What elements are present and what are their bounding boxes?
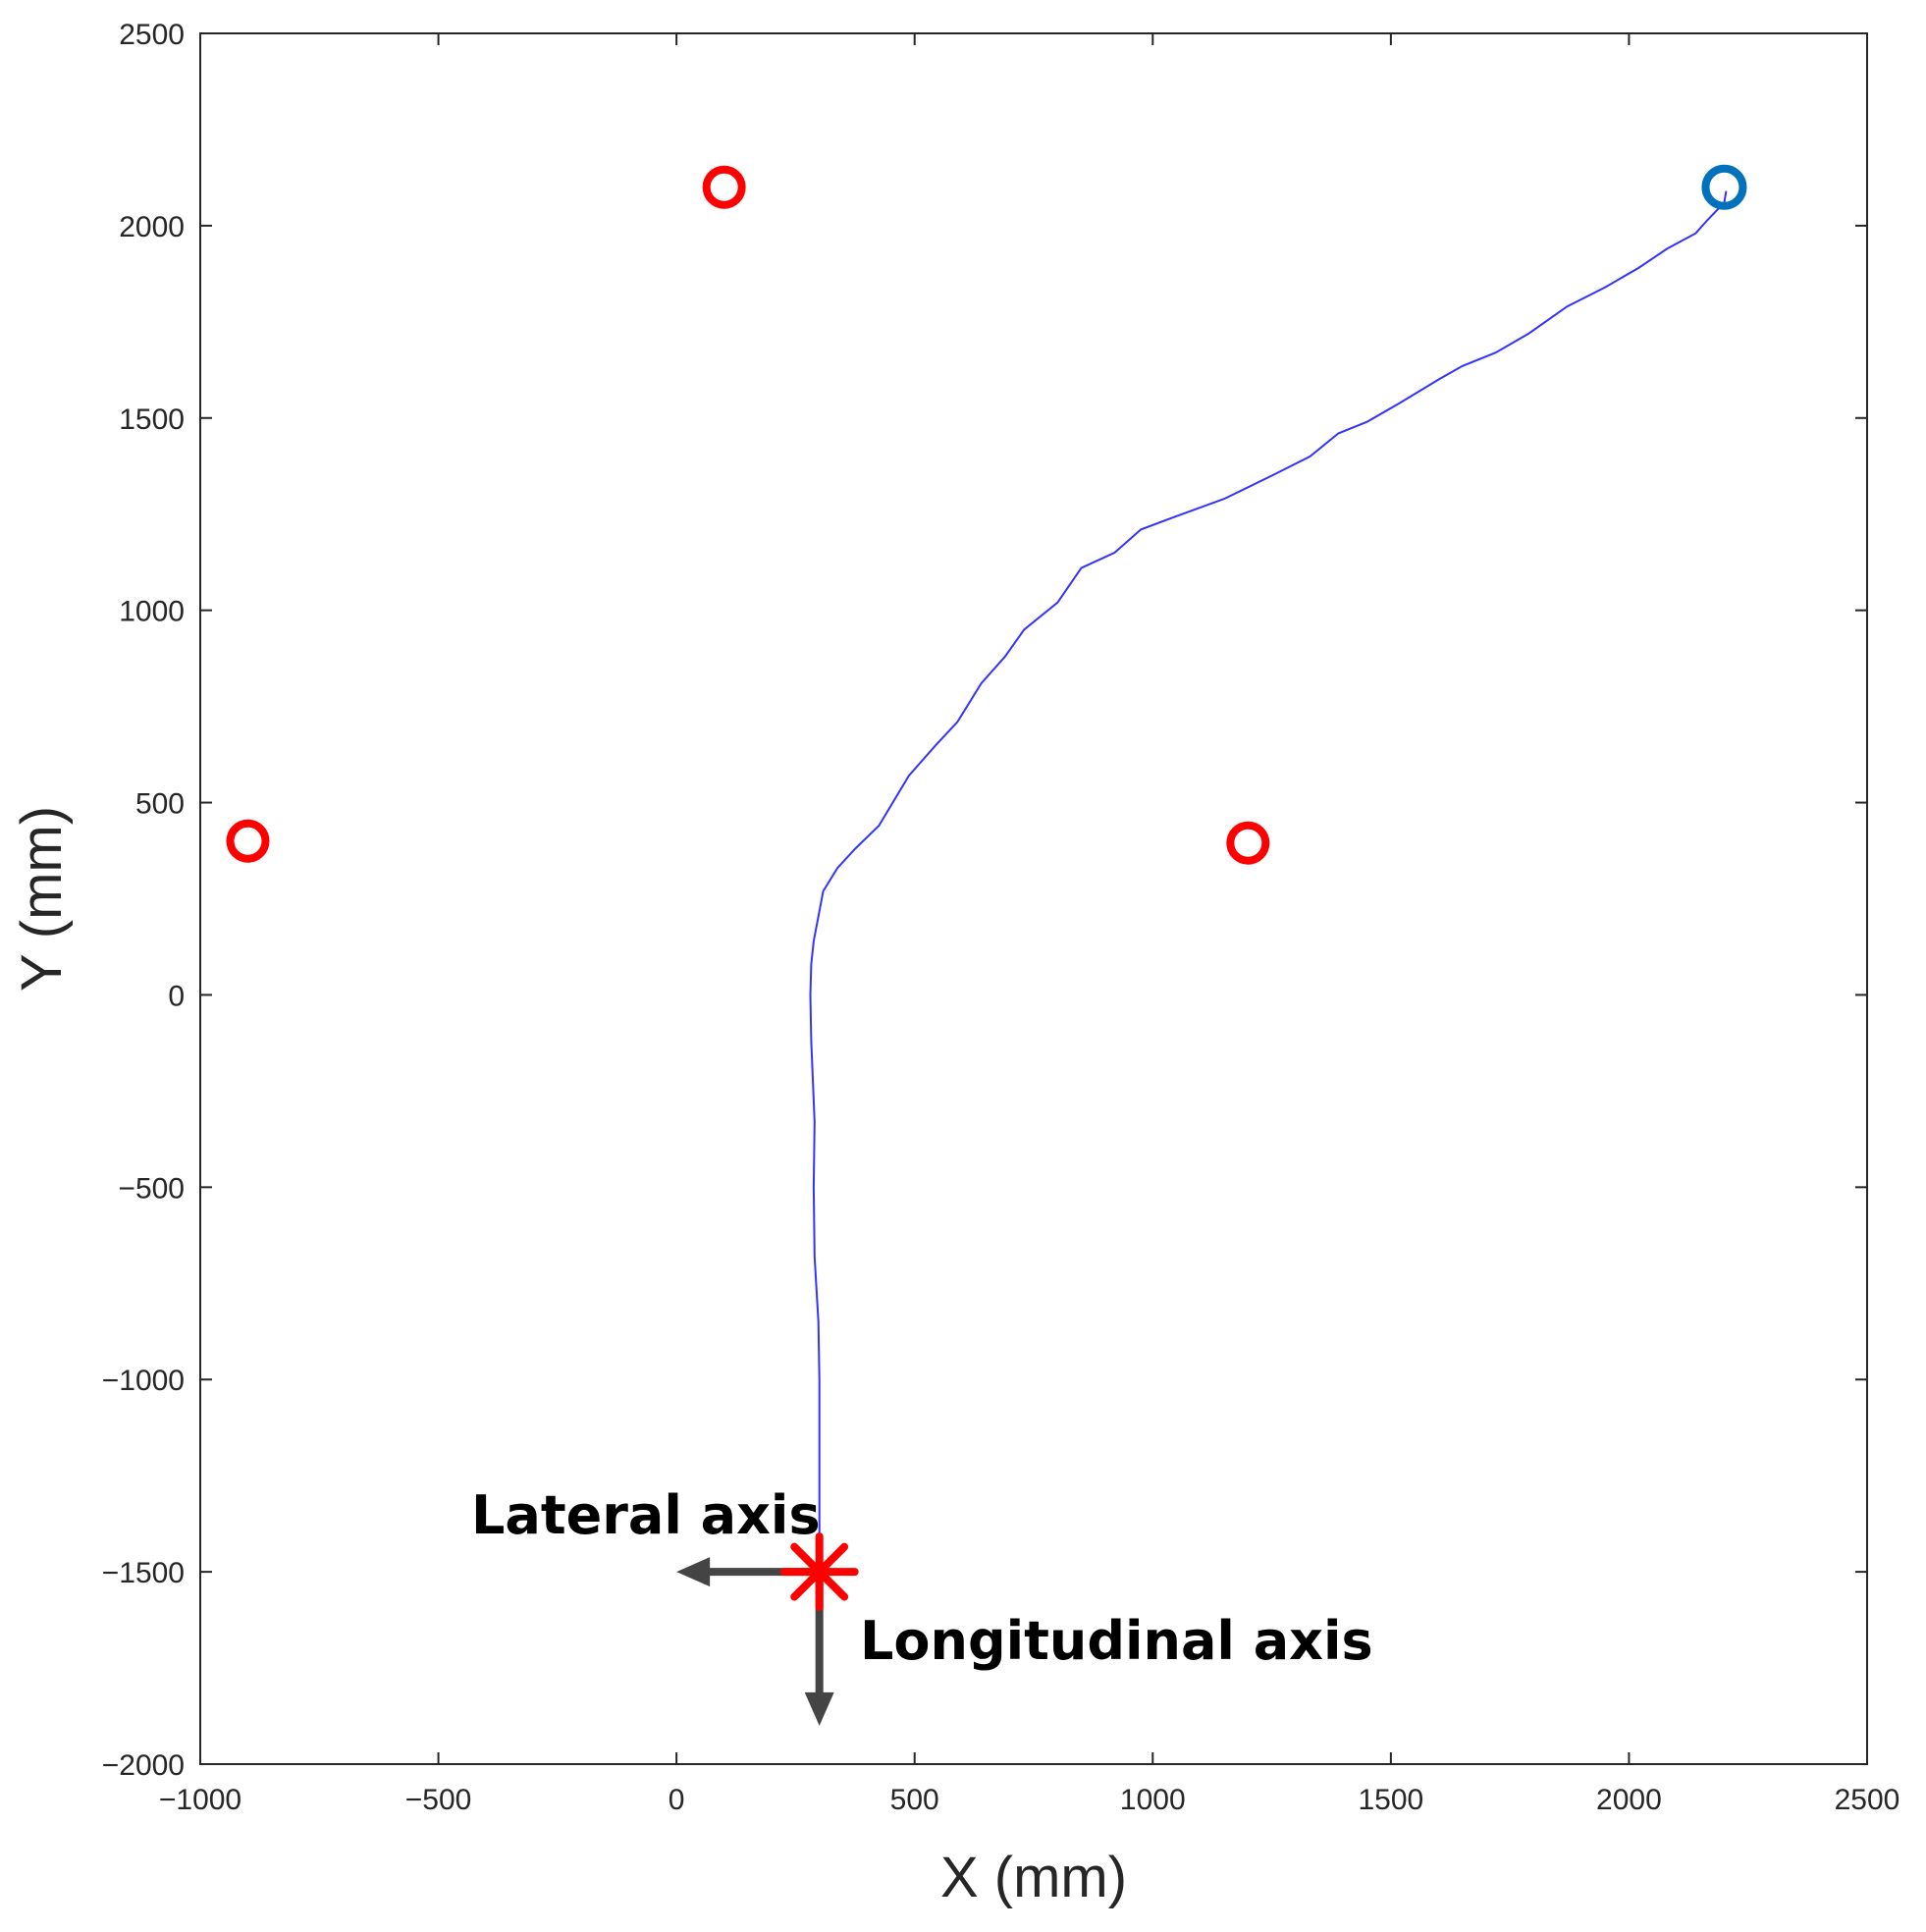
obstacle-marker (702, 165, 746, 209)
lateral-axis-label: Lateral axis (471, 1484, 821, 1546)
robot-path-line (809, 190, 1728, 1573)
y-tick-label: 2000 (119, 211, 185, 243)
x-tick-label: 2000 (1596, 1784, 1662, 1816)
x-axis-title: X (mm) (940, 1846, 1127, 1909)
x-tick-label: 2500 (1835, 1784, 1900, 1816)
obstacle-marker (1226, 821, 1270, 865)
plot-marks (226, 164, 1747, 1726)
y-tick-label: 500 (135, 788, 185, 821)
lateral-axis-arrow-head (676, 1557, 711, 1587)
goal-marker (1701, 164, 1747, 210)
x-tick-label: −1000 (159, 1784, 241, 1816)
y-tick-label: 2500 (119, 19, 185, 51)
y-tick-label: −2000 (102, 1749, 185, 1782)
y-tick-label: −1500 (102, 1557, 185, 1589)
y-tick-label: −1000 (102, 1365, 185, 1397)
y-tick-label: 1500 (119, 403, 185, 436)
start-marker (779, 1532, 859, 1612)
x-tick-label: −500 (405, 1784, 472, 1816)
y-tick-label: −500 (118, 1172, 185, 1205)
x-tick-label: 0 (669, 1784, 685, 1816)
obstacle-marker (226, 819, 270, 863)
longitudinal-axis-arrow-head (804, 1691, 834, 1726)
plot-frame (199, 32, 1868, 1765)
y-axis-title: Y (mm) (10, 806, 74, 992)
axis-ticks: −1000 −500 0 500 1000 1500 2000 2500 −2000 −1500 −… (102, 19, 1900, 1816)
x-tick-label: 500 (890, 1784, 939, 1816)
x-tick-label: 1500 (1358, 1784, 1423, 1816)
longitudinal-axis-label: Longitudinal axis (860, 1610, 1373, 1672)
x-tick-label: 1000 (1120, 1784, 1186, 1816)
start-marker-stroke (790, 1542, 849, 1601)
y-tick-label: 1000 (119, 596, 185, 628)
y-tick-label: 0 (168, 980, 185, 1012)
